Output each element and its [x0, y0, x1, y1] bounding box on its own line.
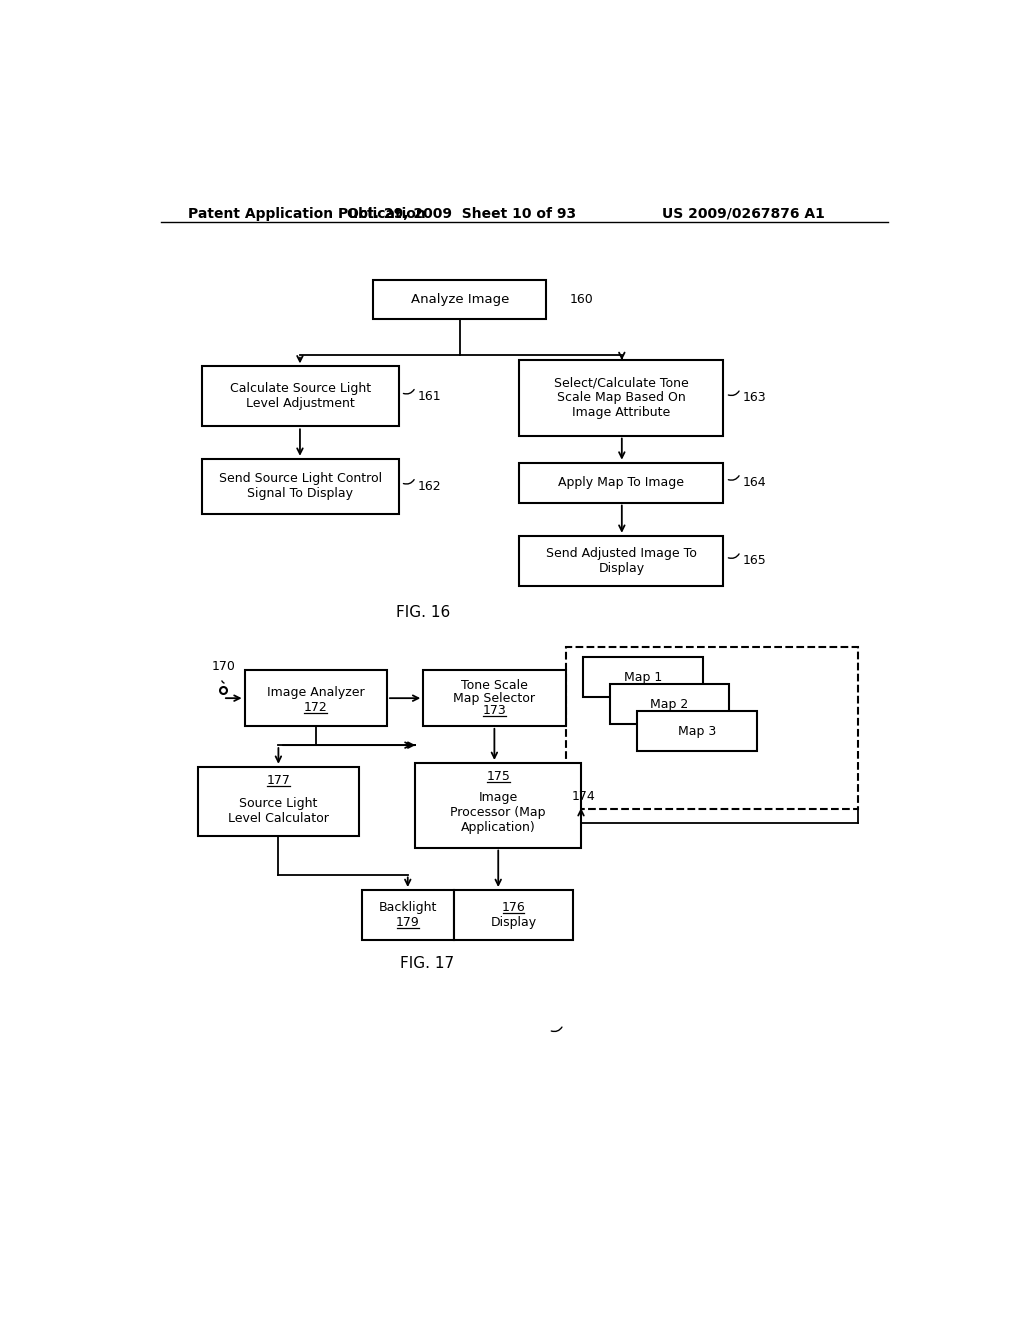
Bar — [202, 367, 398, 426]
Text: Analyze Image: Analyze Image — [411, 293, 509, 306]
Text: Oct. 29, 2009  Sheet 10 of 93: Oct. 29, 2009 Sheet 10 of 93 — [347, 207, 577, 220]
Bar — [584, 657, 702, 697]
Text: Send Adjusted Image To
Display: Send Adjusted Image To Display — [546, 546, 697, 574]
Text: 175: 175 — [486, 770, 510, 783]
Text: Map 1: Map 1 — [624, 671, 663, 684]
Text: 162: 162 — [418, 480, 441, 492]
Bar — [373, 280, 547, 318]
Text: 163: 163 — [742, 391, 766, 404]
Text: FIG. 17: FIG. 17 — [400, 956, 454, 970]
Bar — [423, 671, 565, 726]
Text: Tone Scale: Tone Scale — [461, 680, 527, 693]
Text: 160: 160 — [569, 293, 593, 306]
Bar — [609, 684, 729, 725]
Bar — [416, 763, 581, 847]
Bar — [637, 711, 757, 751]
Bar — [519, 536, 724, 586]
Bar — [198, 767, 359, 836]
Bar — [245, 671, 387, 726]
Text: Source Light
Level Calculator: Source Light Level Calculator — [228, 796, 329, 825]
Text: Map 2: Map 2 — [650, 698, 688, 711]
Bar — [519, 360, 724, 436]
Text: 161: 161 — [418, 389, 441, 403]
Text: Map Selector: Map Selector — [454, 692, 536, 705]
Text: Select/Calculate Tone
Scale Map Based On
Image Attribute: Select/Calculate Tone Scale Map Based On… — [554, 376, 689, 420]
Text: 170: 170 — [211, 660, 236, 673]
Text: Apply Map To Image: Apply Map To Image — [558, 477, 684, 490]
Text: 172: 172 — [304, 701, 328, 714]
Bar — [565, 647, 858, 809]
Text: FIG. 16: FIG. 16 — [396, 605, 451, 620]
Text: Image
Processor (Map
Application): Image Processor (Map Application) — [451, 792, 546, 834]
Text: 179: 179 — [396, 916, 420, 929]
Text: Map 3: Map 3 — [678, 725, 716, 738]
Text: Backlight: Backlight — [379, 900, 437, 913]
Text: 164: 164 — [742, 477, 766, 490]
Bar — [361, 890, 454, 940]
Bar — [454, 890, 573, 940]
Text: 165: 165 — [742, 554, 766, 568]
Text: Display: Display — [490, 916, 537, 929]
Text: Calculate Source Light
Level Adjustment: Calculate Source Light Level Adjustment — [229, 383, 371, 411]
Bar — [202, 459, 398, 515]
Text: Image Analyzer: Image Analyzer — [267, 685, 365, 698]
Text: 173: 173 — [482, 704, 506, 717]
Text: 177: 177 — [266, 774, 291, 787]
Text: Send Source Light Control
Signal To Display: Send Source Light Control Signal To Disp… — [219, 473, 382, 500]
Text: Patent Application Publication: Patent Application Publication — [188, 207, 426, 220]
Text: 174: 174 — [571, 789, 596, 803]
Bar — [519, 462, 724, 503]
Text: 176: 176 — [502, 900, 525, 913]
Text: US 2009/0267876 A1: US 2009/0267876 A1 — [662, 207, 824, 220]
